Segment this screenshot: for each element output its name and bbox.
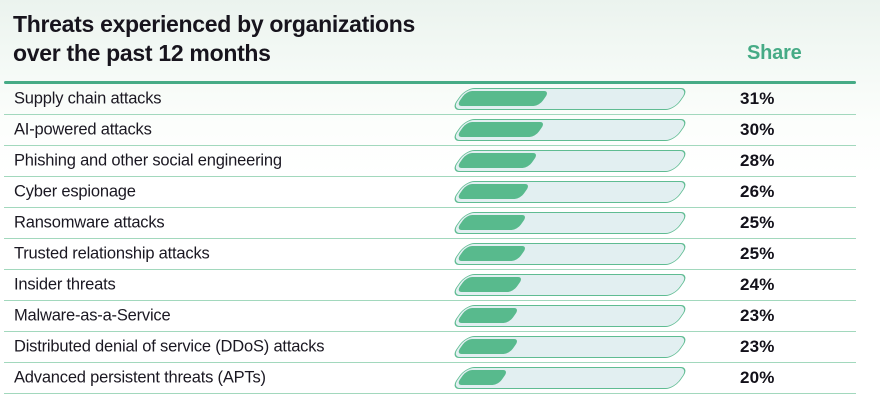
share-column-header: Share: [747, 42, 802, 64]
threat-label: Phishing and other social engineering: [14, 151, 282, 170]
threat-label: AI-powered attacks: [14, 120, 152, 139]
share-bar-track: [450, 150, 690, 172]
share-bar-fill: [456, 91, 550, 106]
table-row: Phishing and other social engineering 28…: [4, 146, 856, 177]
share-bar-track: [450, 181, 690, 203]
share-bar-fill: [456, 184, 531, 199]
threat-label: Trusted relationship attacks: [14, 244, 210, 263]
table-row: Ransomware attacks 25%: [4, 208, 856, 239]
share-bar-fill: [456, 339, 520, 354]
page-title-line1: Threats experienced by organizations: [13, 11, 416, 37]
threat-label: Distributed denial of service (DDoS) att…: [14, 337, 325, 356]
share-value: 25%: [740, 244, 775, 263]
share-value: 20%: [740, 368, 775, 387]
share-bar-track: [450, 274, 690, 296]
share-value: 25%: [740, 213, 775, 232]
table-row: Distributed denial of service (DDoS) att…: [4, 332, 856, 363]
share-value: 26%: [740, 182, 775, 201]
table-row: Trusted relationship attacks 25%: [4, 239, 856, 270]
share-value: 31%: [740, 89, 775, 108]
share-bar-fill: [456, 308, 520, 323]
table-row: Supply chain attacks 31%: [4, 84, 856, 115]
share-bar-track: [450, 305, 690, 327]
share-bar-fill: [456, 246, 528, 261]
table-row: AI-powered attacks 30%: [4, 115, 856, 146]
page-title: Threats experienced by organizations ove…: [13, 10, 415, 68]
share-value: 24%: [740, 275, 775, 294]
threat-label: Insider threats: [14, 275, 116, 294]
share-bar-fill: [456, 370, 509, 385]
share-bar-track: [450, 88, 690, 110]
table-row: Cyber espionage 26%: [4, 177, 856, 208]
table-row: Malware-as-a-Service 23%: [4, 301, 856, 332]
threat-label: Malware-as-a-Service: [14, 306, 171, 325]
threat-label: Ransomware attacks: [14, 213, 165, 232]
share-bar-fill: [456, 215, 528, 230]
share-bar-track: [450, 336, 690, 358]
share-value: 23%: [740, 306, 775, 325]
share-bar-track: [450, 367, 690, 389]
header-underline: [4, 81, 856, 84]
share-bar-track: [450, 119, 690, 141]
page-title-line2: over the past 12 months: [13, 40, 271, 66]
threats-table: Supply chain attacks 31% AI-powered atta…: [4, 84, 856, 394]
share-bar-track: [450, 243, 690, 265]
share-bar-fill: [456, 277, 524, 292]
share-bar-fill: [456, 122, 546, 137]
share-value: 23%: [740, 337, 775, 356]
share-value: 30%: [740, 120, 775, 139]
share-value: 28%: [740, 151, 775, 170]
threat-label: Cyber espionage: [14, 182, 136, 201]
threat-label: Supply chain attacks: [14, 89, 162, 108]
share-bar-fill: [456, 153, 539, 168]
table-row: Advanced persistent threats (APTs) 20%: [4, 363, 856, 394]
table-row: Insider threats 24%: [4, 270, 856, 301]
share-bar-track: [450, 212, 690, 234]
threat-label: Advanced persistent threats (APTs): [14, 368, 266, 387]
